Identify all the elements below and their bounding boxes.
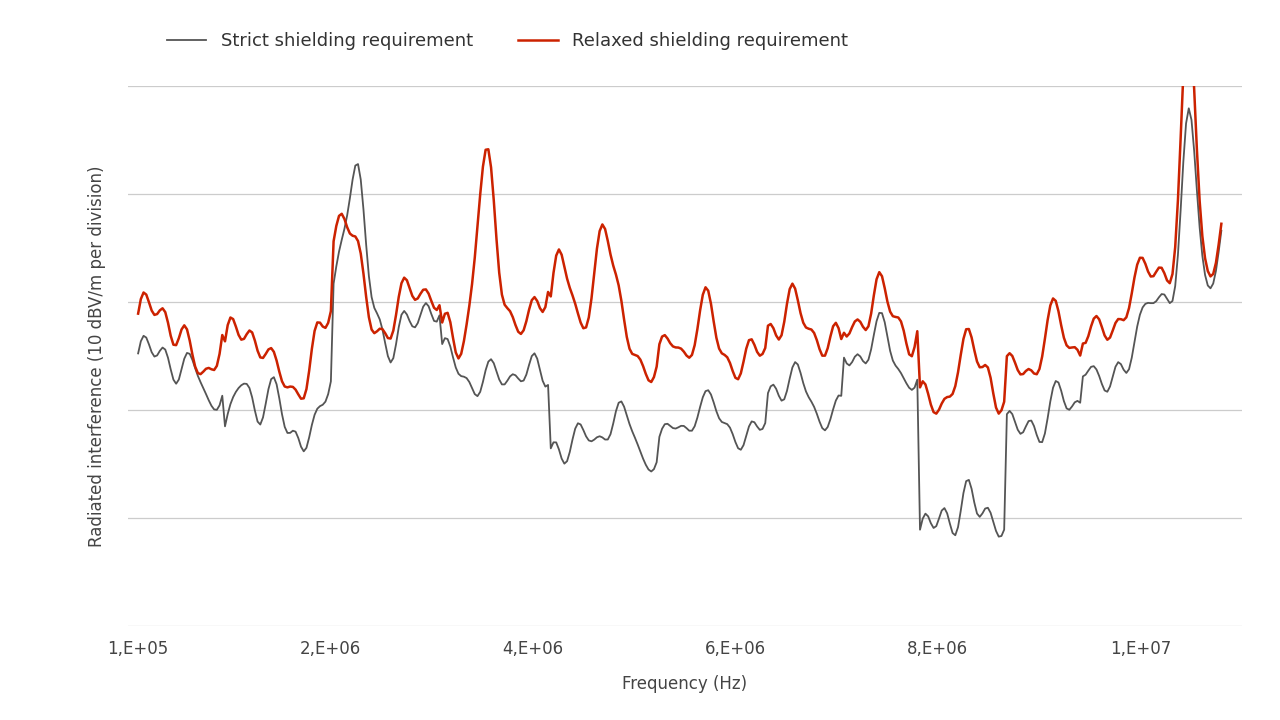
- Strict shielding requirement: [991, 532, 1006, 541]
- Relaxed shielding requirement: [812, 345, 827, 354]
- Legend: Strict shielding requirement, Relaxed shielding requirement: Strict shielding requirement, Relaxed sh…: [159, 25, 855, 58]
- Strict shielding requirement: [131, 349, 146, 358]
- Relaxed shielding requirement: [261, 345, 276, 354]
- Relaxed shielding requirement: [131, 310, 146, 318]
- Strict shielding requirement: [1181, 104, 1197, 112]
- Strict shielding requirement: [918, 509, 933, 518]
- Relaxed shielding requirement: [559, 274, 575, 283]
- X-axis label: Frequency (Hz): Frequency (Hz): [622, 675, 748, 693]
- Relaxed shielding requirement: [913, 383, 928, 392]
- Strict shielding requirement: [261, 384, 276, 393]
- Relaxed shielding requirement: [918, 380, 933, 389]
- Strict shielding requirement: [1213, 226, 1229, 235]
- Relaxed shielding requirement: [928, 409, 943, 418]
- Strict shielding requirement: [484, 355, 499, 364]
- Strict shielding requirement: [559, 457, 575, 466]
- Line: Relaxed shielding requirement: Relaxed shielding requirement: [138, 12, 1221, 413]
- Relaxed shielding requirement: [1213, 220, 1229, 228]
- Y-axis label: Radiated interference (10 dBV/m per division): Radiated interference (10 dBV/m per divi…: [88, 166, 106, 547]
- Relaxed shielding requirement: [1181, 8, 1197, 17]
- Strict shielding requirement: [812, 418, 827, 426]
- Line: Strict shielding requirement: Strict shielding requirement: [138, 108, 1221, 536]
- Strict shielding requirement: [913, 526, 928, 534]
- Relaxed shielding requirement: [484, 163, 499, 171]
